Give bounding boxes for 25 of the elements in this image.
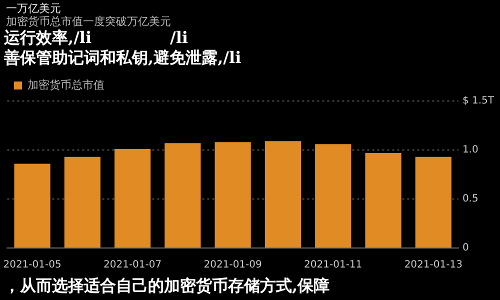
- y-tick-label: 1.0: [462, 144, 478, 156]
- y-tick-label: 0: [462, 242, 469, 254]
- bar: [264, 141, 302, 248]
- text: ，从而选择适合自己的加密货币存储方式,保障: [4, 276, 330, 296]
- x-tick-label: 2021-01-07: [103, 260, 162, 271]
- bar: [415, 156, 452, 248]
- bar: [365, 152, 402, 248]
- chart-title: 一万亿美元: [6, 2, 61, 15]
- x-tick-label: 2021-01-05: [3, 260, 62, 271]
- text: /li: [170, 28, 188, 48]
- x-tick-label: 2021-01-11: [304, 260, 362, 271]
- x-tick-label: 2021-01-13: [404, 260, 462, 271]
- bar: [315, 144, 352, 248]
- bar: [14, 164, 50, 248]
- x-tick-label: 2021-01-09: [204, 260, 262, 271]
- bar: [114, 149, 151, 248]
- text: 运行效率,/li: [4, 28, 92, 48]
- y-tick-label: 0.5: [462, 194, 478, 205]
- chart-subtitle: 加密货币总市值一度突破万亿美元: [6, 15, 171, 28]
- legend-label: 加密货币总市值: [28, 78, 104, 92]
- bar: [214, 142, 251, 248]
- bar: [64, 156, 100, 248]
- y-tick-label: $ 1.5T: [462, 96, 495, 107]
- text: 善保管助记词和私钥,避免泄露,/li: [4, 48, 242, 68]
- bar: [164, 143, 201, 248]
